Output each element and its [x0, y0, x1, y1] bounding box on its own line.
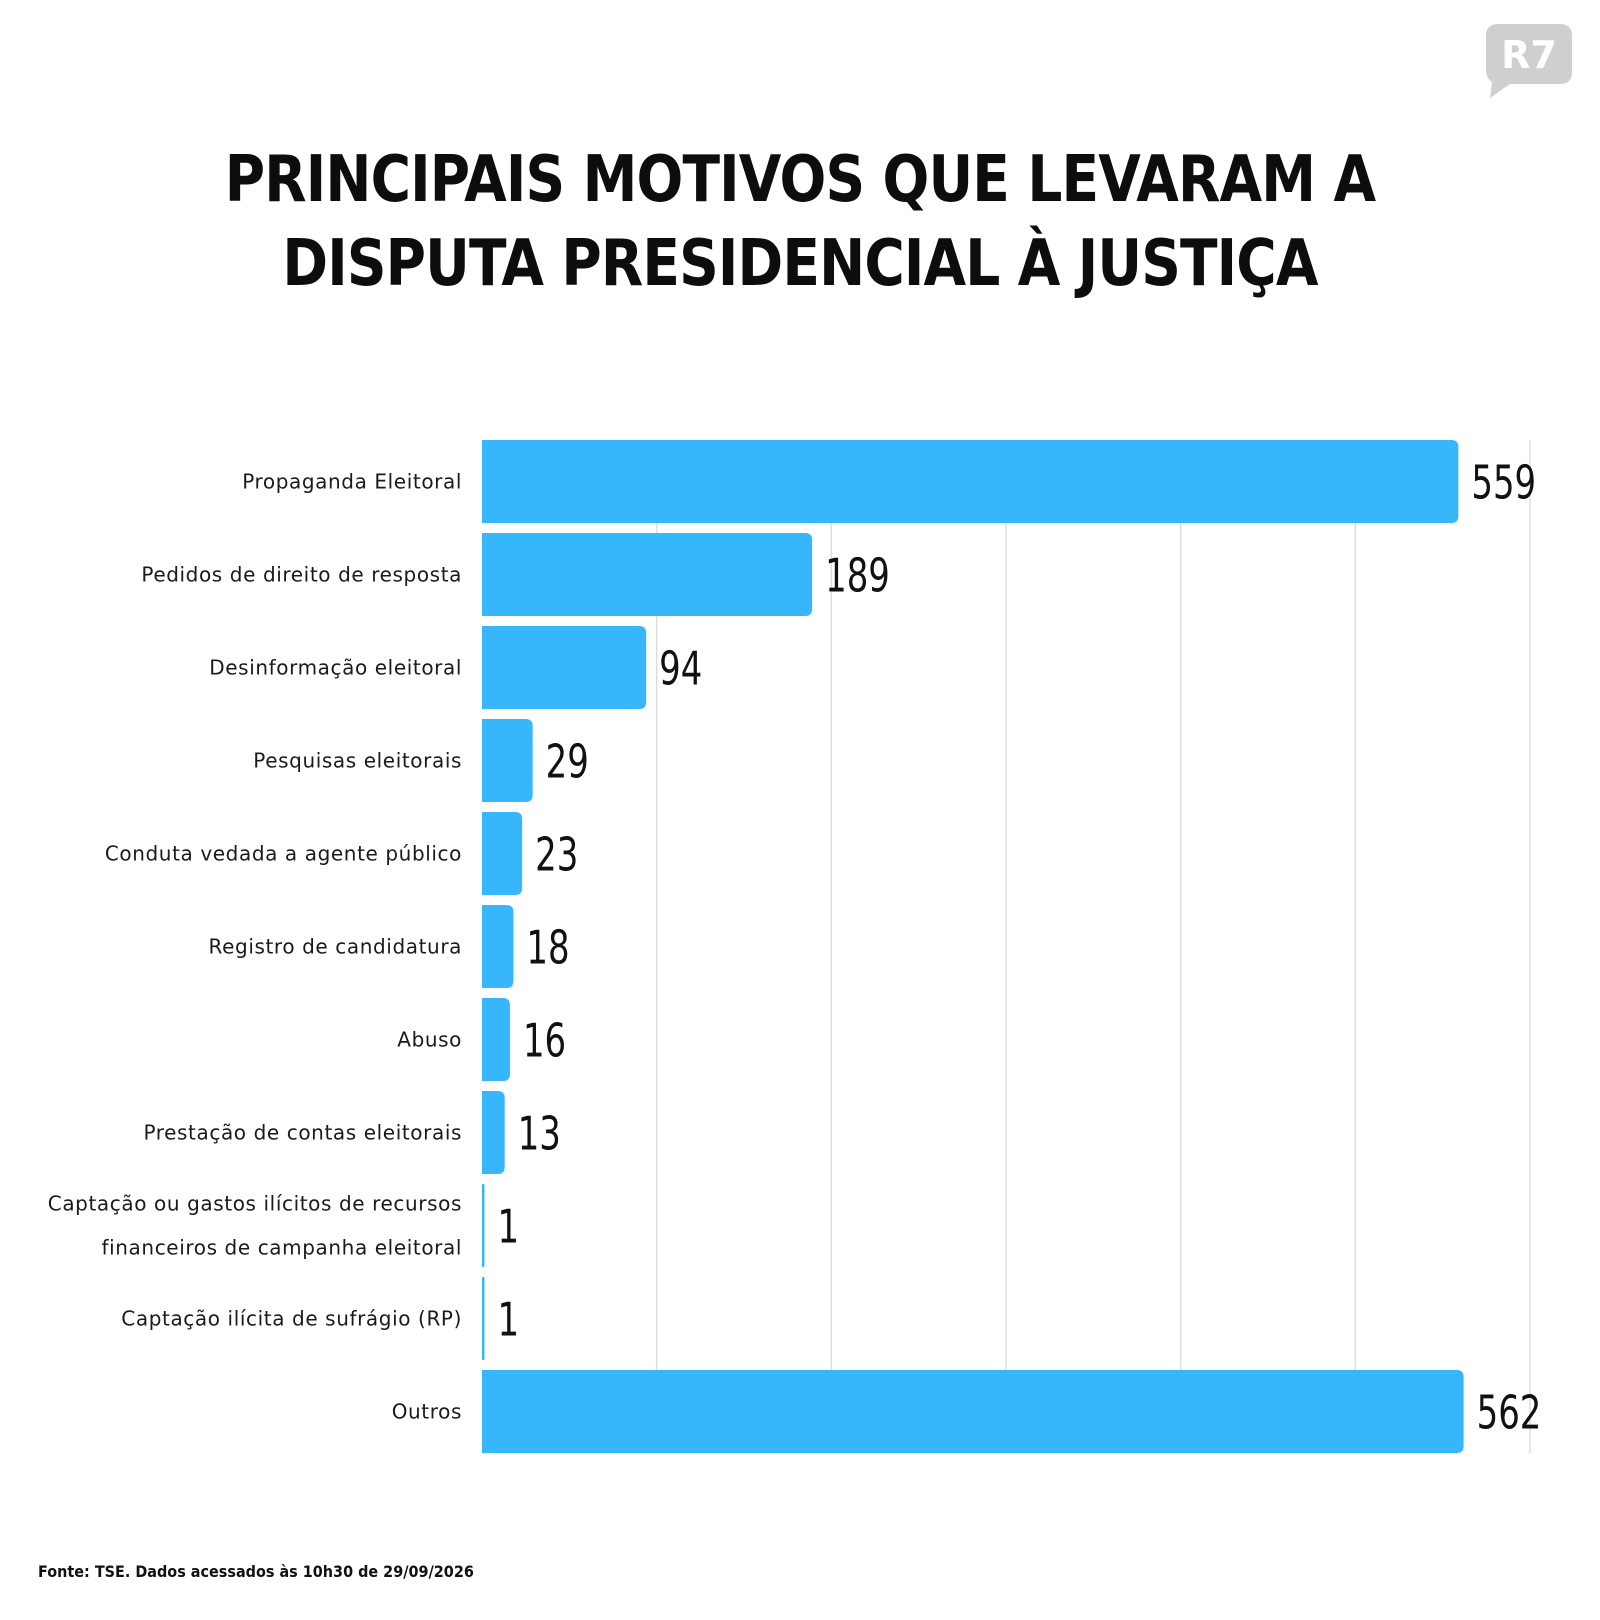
value-label: 562	[1477, 1386, 1542, 1440]
value-label: 1	[498, 1293, 520, 1347]
bar	[482, 1091, 505, 1174]
value-label: 29	[546, 735, 589, 789]
value-label: 16	[523, 1014, 566, 1068]
value-label: 23	[535, 828, 578, 882]
bar	[482, 905, 514, 988]
gridlines	[655, 440, 1531, 1453]
bar	[482, 626, 647, 709]
bar	[482, 1277, 485, 1360]
bar	[482, 440, 1459, 523]
category-label: Pedidos de direito de resposta	[141, 563, 462, 587]
r7-logo: R7	[1486, 24, 1572, 98]
value-labels: 559 189 94 29 23 18 16 13 1 1 562	[498, 456, 1542, 1440]
category-label: financeiros de campanha eleitoral	[101, 1236, 462, 1260]
category-labels: Propaganda Eleitoral Pedidos de direito d…	[48, 470, 462, 1424]
bar	[482, 719, 533, 802]
chart-title-line-1: PRINCIPAIS MOTIVOS QUE LEVARAM A	[224, 143, 1376, 217]
value-label: 18	[526, 921, 569, 975]
value-label: 94	[659, 642, 702, 696]
value-label: 1	[498, 1200, 520, 1254]
category-label: Desinformação eleitoral	[209, 656, 462, 680]
chart-title-line-2: DISPUTA PRESIDENCIAL À JUSTIÇA	[282, 227, 1318, 301]
bar	[482, 1370, 1464, 1453]
category-label: Conduta vedada a agente público	[105, 842, 462, 866]
category-label: Propaganda Eleitoral	[242, 470, 462, 494]
bar-chart: Propaganda Eleitoral Pedidos de direito d…	[48, 440, 1542, 1453]
r7-logo-text: R7	[1501, 33, 1557, 77]
bars	[482, 440, 1464, 1453]
bar	[482, 812, 523, 895]
category-label: Abuso	[397, 1028, 462, 1052]
value-label: 189	[825, 549, 890, 603]
category-label: Captação ilícita de sufrágio (RP)	[121, 1307, 462, 1331]
bar	[482, 533, 813, 616]
category-label: Registro de candidatura	[209, 935, 462, 959]
category-label: Prestação de contas eleitorais	[143, 1121, 462, 1145]
bar	[482, 1184, 485, 1267]
category-label: Pesquisas eleitorais	[253, 749, 462, 773]
value-label: 13	[518, 1107, 561, 1161]
category-label: Outros	[392, 1400, 462, 1424]
chart-title: PRINCIPAIS MOTIVOS QUE LEVARAM A DISPUTA…	[112, 138, 1488, 306]
category-label: Captação ou gastos ilícitos de recursos	[48, 1192, 462, 1216]
source-note: Fonte: TSE. Dados acessados às 10h30 de …	[38, 1562, 474, 1581]
value-label: 559	[1471, 456, 1536, 510]
bar	[482, 998, 510, 1081]
